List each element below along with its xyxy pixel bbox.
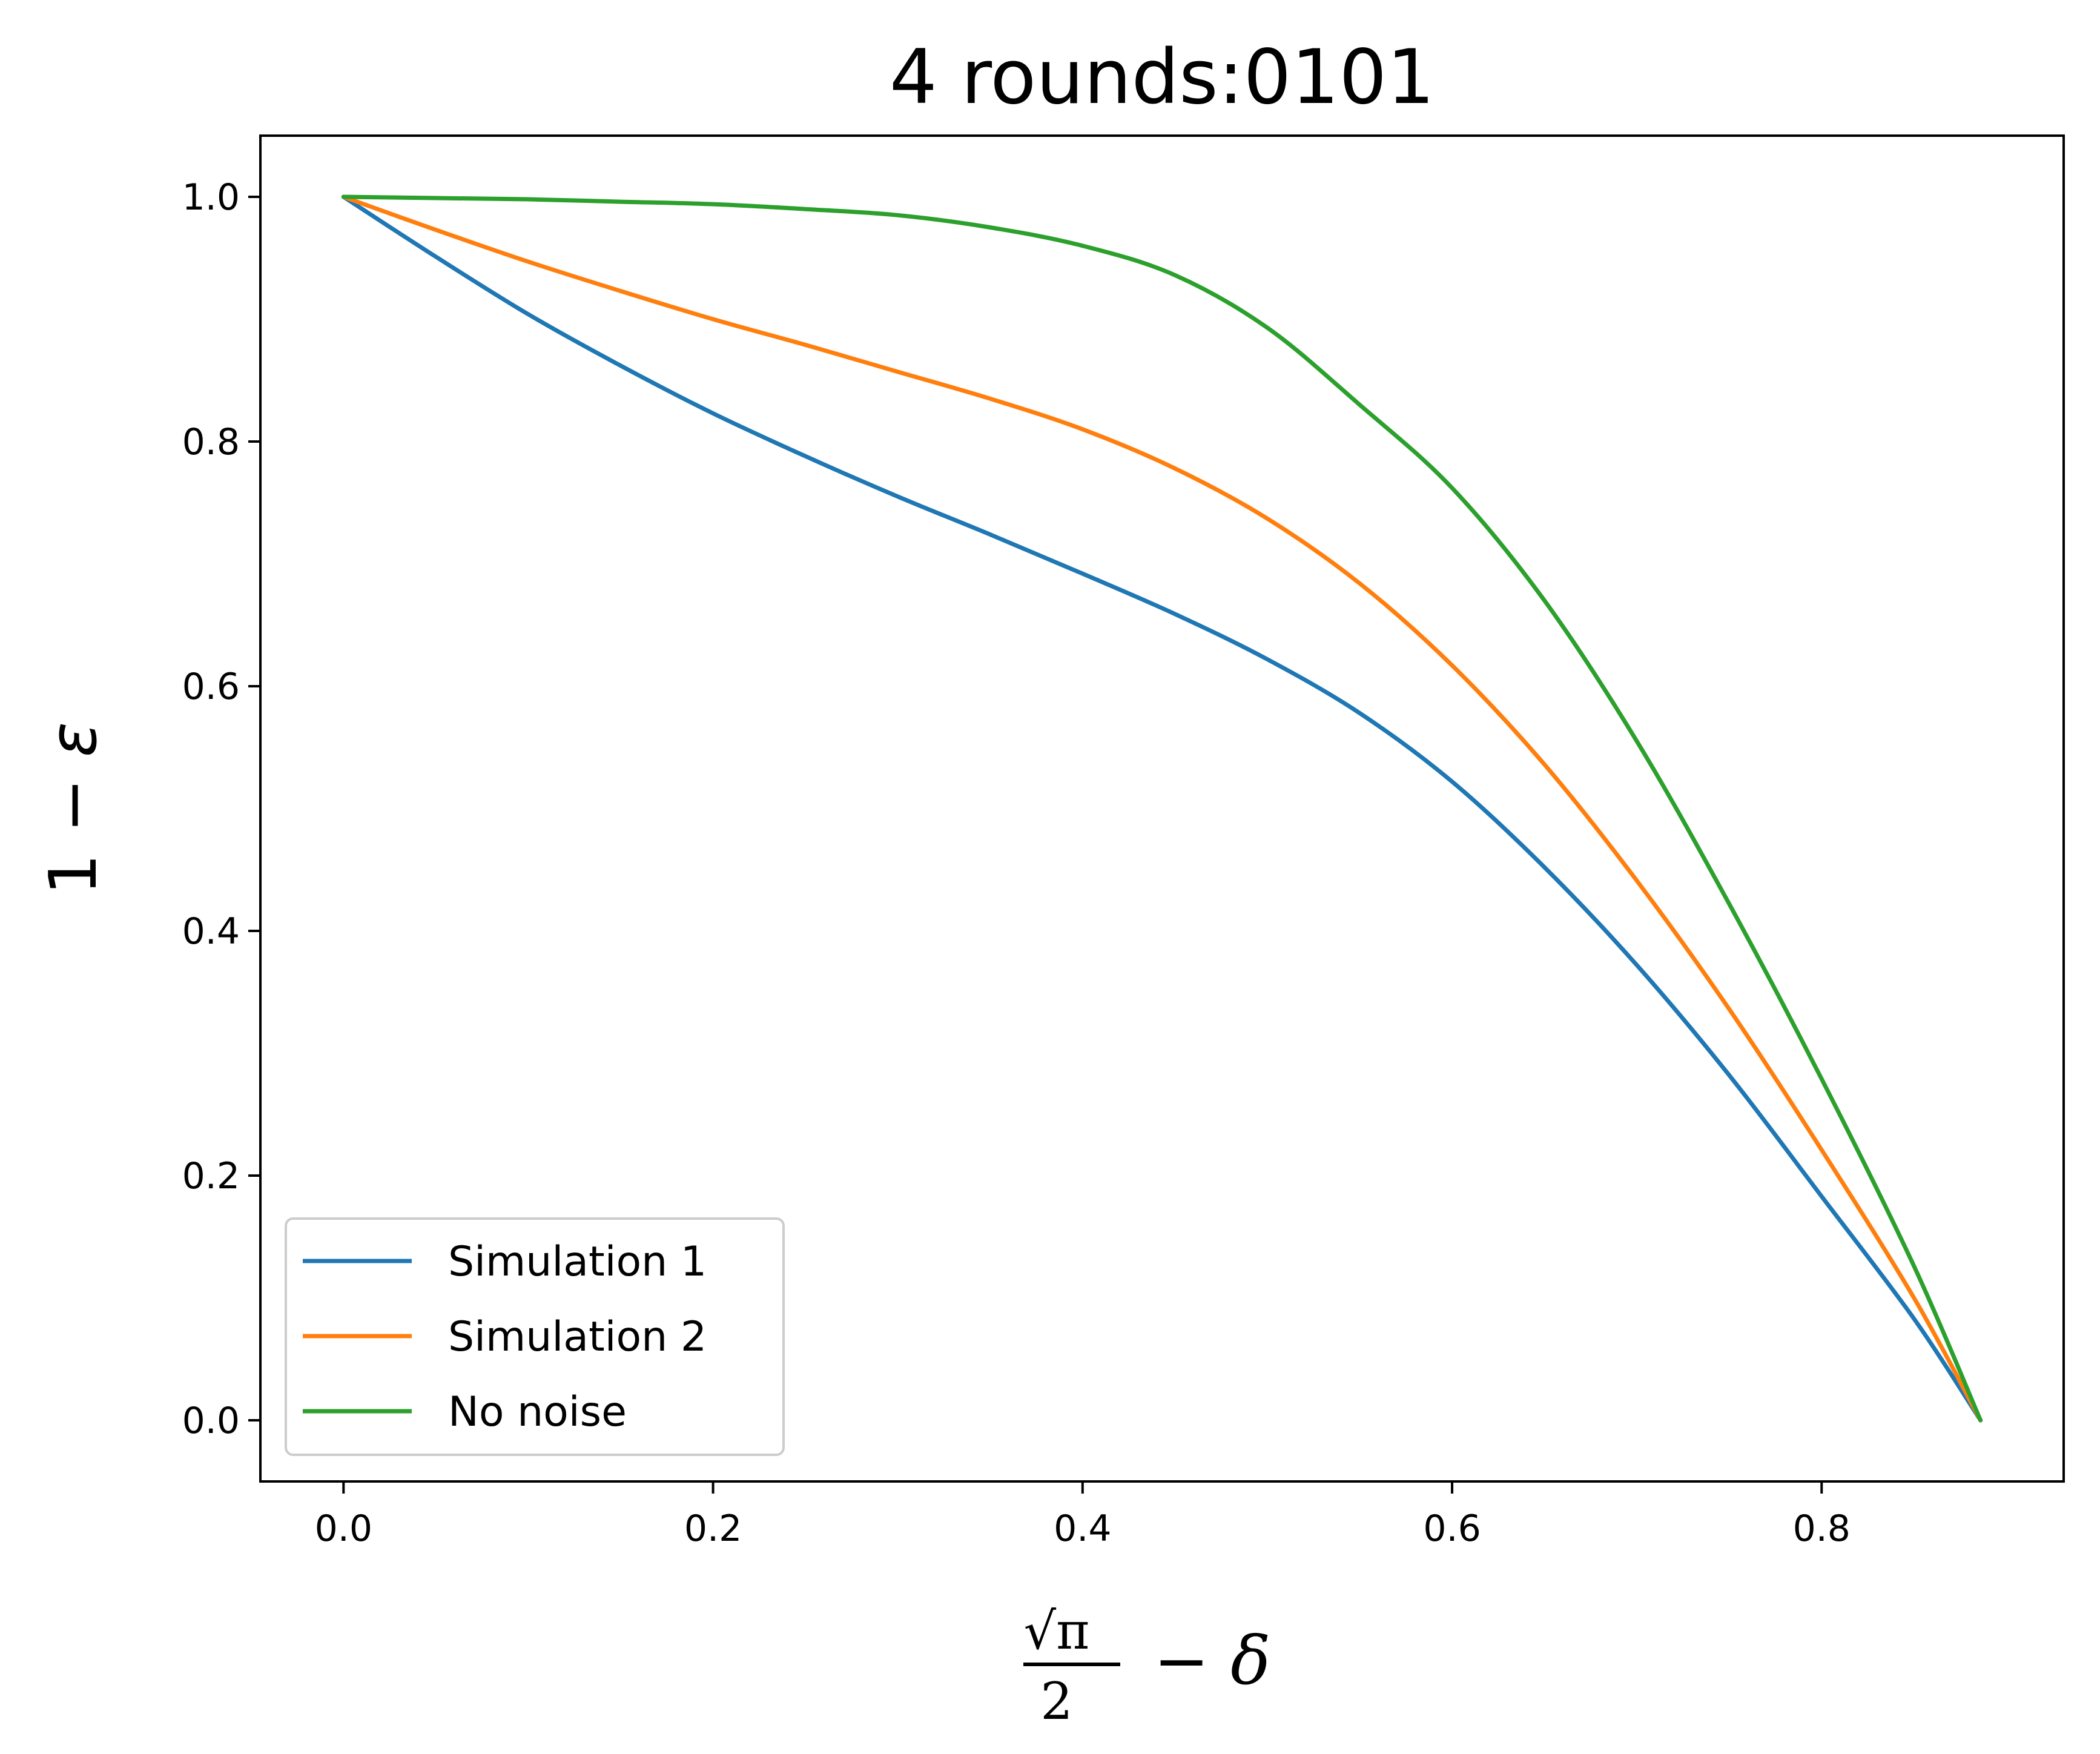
y-tick-label: 0.4 <box>182 910 240 953</box>
y-tick-label: 0.2 <box>182 1155 240 1197</box>
plot-area <box>259 134 2065 1483</box>
y-axis-label: 1 − ε <box>36 722 111 895</box>
axes-frame <box>259 134 2065 1483</box>
x-tick-label: 0.4 <box>1054 1507 1111 1550</box>
legend-frame <box>285 1217 785 1456</box>
series-line-1 <box>341 194 1983 1423</box>
y-tick-label: 1.0 <box>182 176 240 219</box>
legend-label: Simulation 2 <box>448 1313 707 1361</box>
chart-title: 4 rounds:0101 <box>890 34 1435 121</box>
series-line-2 <box>341 194 1983 1423</box>
legend: Simulation 1 Simulation 2 No noise <box>285 1217 785 1456</box>
y-tick-label: 0.8 <box>182 421 240 463</box>
series-layer <box>341 194 1983 1423</box>
y-tick-label: 0.0 <box>182 1400 240 1442</box>
x-axis-label: √π 2 − δ <box>1023 1601 1270 1731</box>
x-tick-label: 0.8 <box>1793 1507 1851 1550</box>
x-tick-label: 0.2 <box>684 1507 742 1550</box>
x-label-numerator: √π <box>1024 1601 1090 1661</box>
legend-label: No noise <box>448 1388 627 1436</box>
x-axis-ticks: 0.0 0.2 0.4 0.6 0.8 <box>315 1481 1851 1550</box>
y-axis-ticks: 0.0 0.2 0.4 0.6 0.8 1.0 <box>182 176 260 1442</box>
x-tick-label: 0.6 <box>1423 1507 1481 1550</box>
legend-entries: Simulation 1 Simulation 2 No noise <box>303 1238 707 1436</box>
x-tick-label: 0.0 <box>315 1507 372 1550</box>
x-label-minus-delta: − δ <box>1154 1622 1270 1699</box>
y-tick-label: 0.6 <box>182 666 240 708</box>
series-line-3 <box>341 194 1983 1423</box>
legend-label: Simulation 1 <box>448 1238 707 1286</box>
x-label-denominator: 2 <box>1040 1672 1072 1731</box>
